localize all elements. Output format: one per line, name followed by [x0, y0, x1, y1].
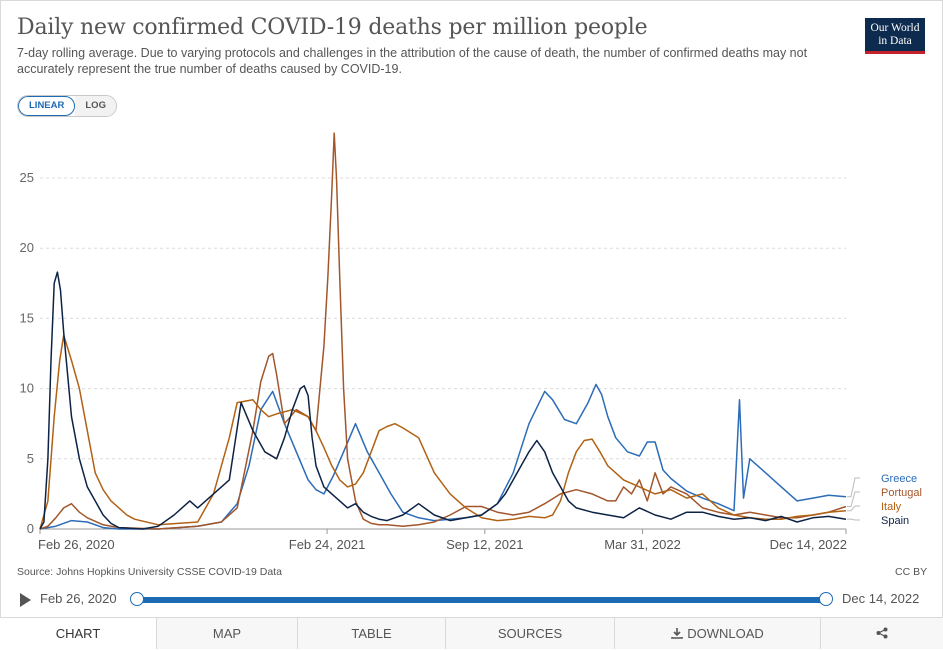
- x-tick-label: Sep 12, 2021: [446, 537, 523, 552]
- license-link[interactable]: CC BY: [895, 566, 928, 578]
- chart-title: Daily new confirmed COVID-19 deaths per …: [17, 15, 648, 40]
- tab-download[interactable]: DOWNLOAD: [614, 618, 820, 649]
- y-tick-label: 20: [20, 240, 34, 255]
- legend-label-portugal: Portugal: [881, 487, 922, 499]
- logo-line-1: Our World: [870, 22, 920, 34]
- tab-table[interactable]: TABLE: [297, 618, 445, 649]
- timeline-end-label: Dec 14, 2022: [842, 591, 920, 606]
- play-icon[interactable]: [20, 593, 31, 607]
- legend-label-greece: Greece: [881, 473, 917, 485]
- timeline-track[interactable]: [137, 597, 826, 603]
- tab-map[interactable]: MAP: [156, 618, 297, 649]
- series-line-portugal: [39, 132, 847, 530]
- logo-line-2: in Data: [878, 34, 912, 47]
- timeline-start-handle[interactable]: [130, 592, 144, 606]
- y-tick-label: 15: [20, 310, 34, 325]
- share-icon: [876, 627, 888, 639]
- scale-toggle: LINEAR LOG: [17, 95, 117, 117]
- log-scale-button[interactable]: LOG: [75, 96, 116, 116]
- line-chart: 0 5 10 15 20 25 Feb 26, 2020 Feb 24, 2021 Sep 12…: [20, 132, 922, 552]
- tab-sources[interactable]: SOURCES: [445, 618, 614, 649]
- legend-connector: [847, 491, 860, 508]
- tab-chart[interactable]: CHART: [0, 618, 156, 649]
- y-tick-label: 10: [20, 381, 34, 396]
- download-icon: [671, 628, 684, 639]
- x-tick-label: Mar 31, 2022: [604, 537, 681, 552]
- y-tick-label: 5: [27, 451, 34, 466]
- y-tick-label: 0: [27, 521, 34, 536]
- series-line-greece: [39, 383, 847, 530]
- source-note[interactable]: Source: Johns Hopkins University CSSE CO…: [17, 566, 282, 578]
- series-line-italy: [39, 334, 847, 530]
- series-line-spain: [39, 271, 847, 530]
- tab-download-label: DOWNLOAD: [687, 626, 764, 641]
- timeline-start-label: Feb 26, 2020: [40, 591, 117, 606]
- linear-scale-button[interactable]: LINEAR: [18, 96, 76, 116]
- legend-connector: [847, 505, 860, 512]
- legend-label-italy: Italy: [881, 501, 902, 513]
- chart-subtitle: 7-day rolling average. Due to varying pr…: [17, 46, 808, 76]
- owid-logo[interactable]: Our World in Data: [865, 18, 925, 54]
- timeline: Feb 26, 2020 Dec 14, 2022: [0, 588, 943, 612]
- x-tick-label: Dec 14, 2022: [770, 537, 847, 552]
- legend-label-spain: Spain: [881, 515, 909, 527]
- y-tick-label: 25: [20, 170, 34, 185]
- x-tick-label: Feb 24, 2021: [289, 537, 366, 552]
- legend-connector: [847, 477, 860, 498]
- legend-connector: [847, 518, 860, 521]
- tab-bar: CHART MAP TABLE SOURCES DOWNLOAD: [0, 617, 943, 650]
- timeline-end-handle[interactable]: [819, 592, 833, 606]
- x-tick-label: Feb 26, 2020: [38, 537, 115, 552]
- tab-share[interactable]: [820, 618, 943, 649]
